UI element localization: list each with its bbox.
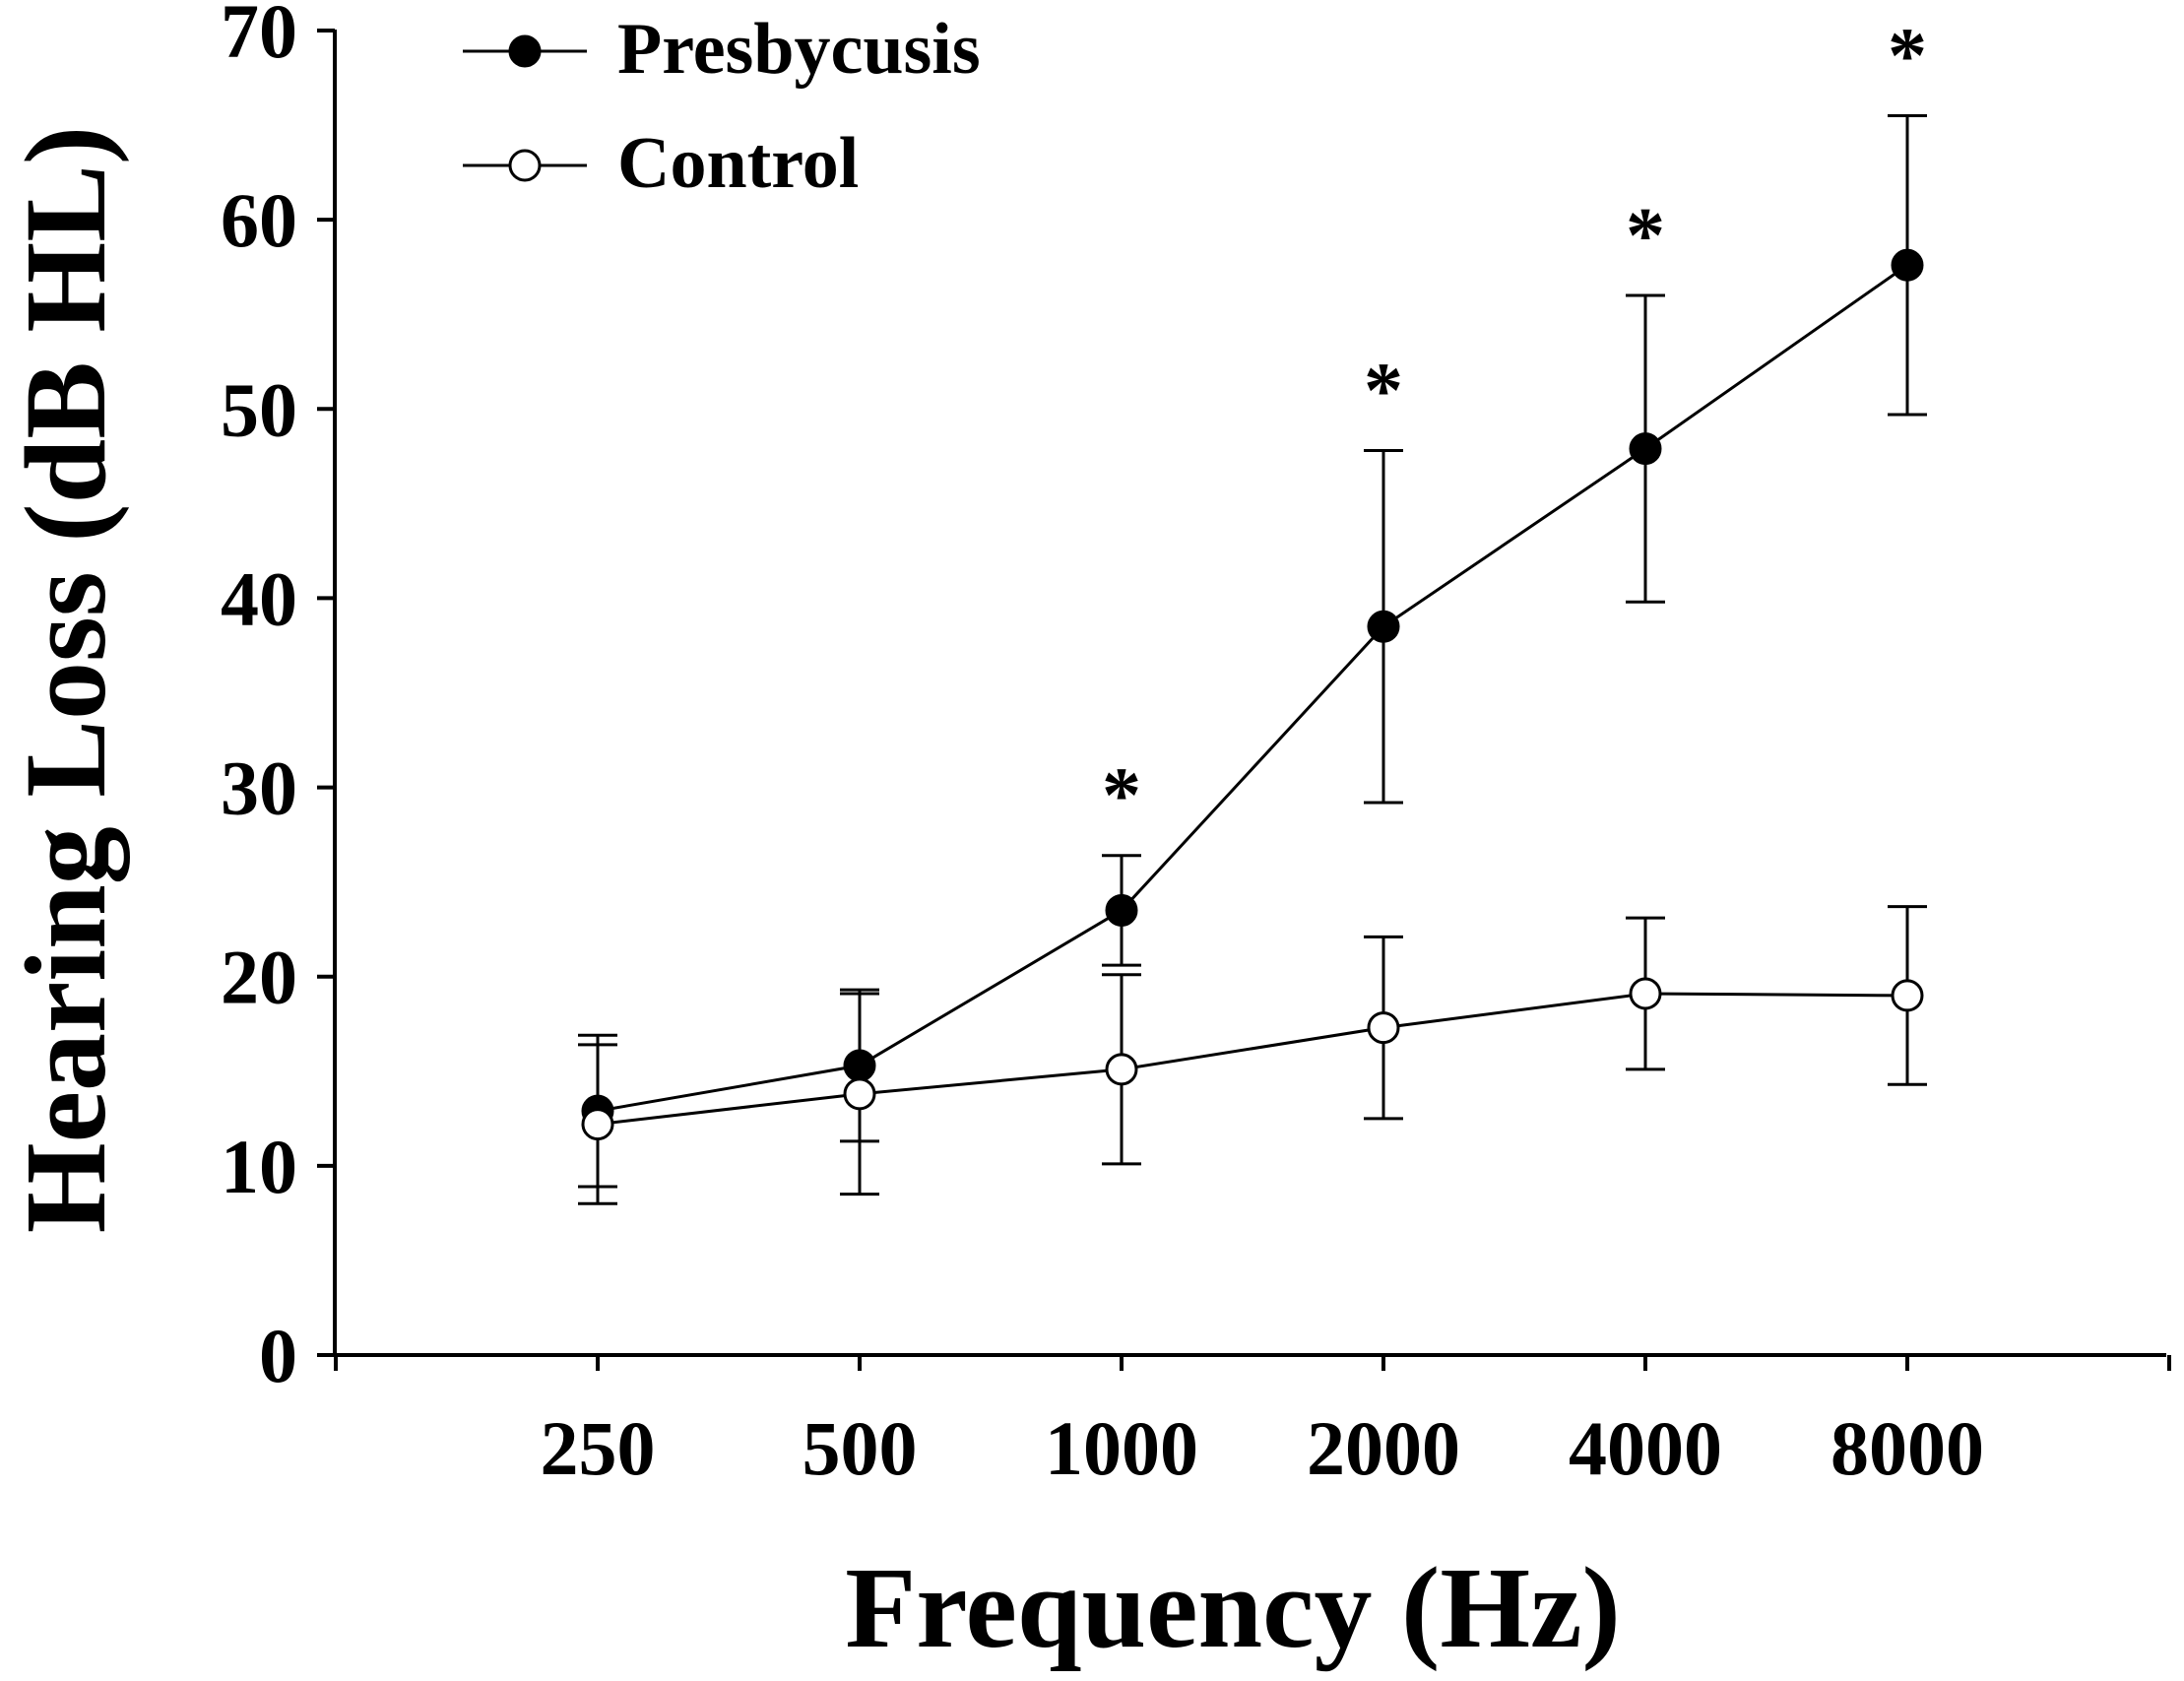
data-point-control xyxy=(1891,979,1924,1012)
y-tick-label: 60 xyxy=(221,177,297,263)
series-line-control xyxy=(597,992,1908,1127)
axes xyxy=(333,30,2166,1357)
data-point-control xyxy=(581,1108,614,1141)
significance-markers: * * * * xyxy=(1102,13,1927,839)
data-point-presbycusis xyxy=(1105,893,1138,927)
plot-area xyxy=(578,113,1927,1205)
legend-marker-filled-circle xyxy=(508,34,542,68)
x-tick-label: 250 xyxy=(541,1405,656,1491)
data-point-presbycusis xyxy=(1891,248,1924,282)
y-tick-label: 0 xyxy=(259,1313,297,1398)
y-ticks: 0 10 20 30 40 50 60 70 xyxy=(221,0,335,1398)
data-point-control xyxy=(1629,977,1662,1010)
legend-marker-open-circle xyxy=(508,149,542,182)
legend: Presbycusis Control xyxy=(463,9,981,204)
legend-label-presbycusis: Presbycusis xyxy=(617,9,981,90)
y-tick-label: 70 xyxy=(221,0,297,74)
significance-asterisk: * xyxy=(1102,753,1141,840)
data-point-control xyxy=(1367,1011,1400,1045)
x-axis-title: Frequency (Hz) xyxy=(845,1543,1621,1672)
x-tick-label: 500 xyxy=(803,1405,918,1491)
legend-item-control: Control xyxy=(463,123,859,204)
significance-asterisk: * xyxy=(1626,193,1665,280)
x-tick-label: 2000 xyxy=(1307,1405,1460,1491)
x-tick-label: 4000 xyxy=(1569,1405,1722,1491)
y-tick-label: 20 xyxy=(221,935,297,1020)
data-point-control xyxy=(1105,1053,1138,1086)
y-tick-label: 30 xyxy=(221,745,297,831)
legend-label-control: Control xyxy=(617,123,859,204)
x-tick-label: 1000 xyxy=(1045,1405,1198,1491)
x-ticks: 250 500 1000 2000 4000 8000 xyxy=(334,1355,2171,1491)
significance-asterisk: * xyxy=(1888,13,1927,99)
data-point-presbycusis xyxy=(1367,610,1400,643)
x-tick-label: 8000 xyxy=(1831,1405,1984,1491)
data-point-presbycusis xyxy=(1629,432,1662,466)
y-axis-title: Hearing Loss (dB HL) xyxy=(1,126,130,1233)
legend-item-presbycusis: Presbycusis xyxy=(463,9,981,90)
y-tick-label: 40 xyxy=(221,555,297,641)
y-tick-label: 10 xyxy=(221,1124,297,1209)
series-presbycusis xyxy=(578,113,1927,1189)
y-tick-label: 50 xyxy=(221,366,297,452)
data-point-control xyxy=(843,1077,876,1111)
significance-asterisk: * xyxy=(1364,349,1403,435)
series-line-presbycusis xyxy=(597,264,1908,1113)
series-control xyxy=(578,905,1927,1205)
